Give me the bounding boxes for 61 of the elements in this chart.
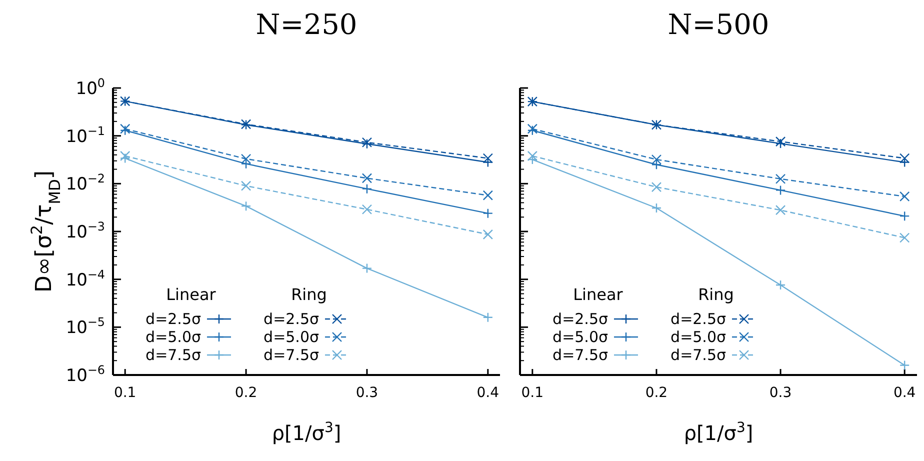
point (482, 153, 494, 164)
annotation: Ring (291, 285, 327, 304)
x-tick-label: 0.4 (893, 385, 916, 401)
point (651, 160, 662, 170)
legend-label: d=5.0σ (146, 328, 202, 346)
x-tick-label: 0.2 (645, 385, 668, 401)
point (775, 185, 786, 196)
x-tick-label: 0.3 (356, 385, 378, 401)
point (651, 182, 662, 192)
point (482, 229, 494, 240)
point (899, 232, 910, 243)
x-tick-label: 0.3 (769, 385, 792, 401)
point (899, 191, 910, 202)
x-tick-label: 0.4 (476, 385, 500, 401)
x-tick-label: 0.2 (234, 385, 258, 401)
point (775, 280, 786, 290)
chart-title: N=500 (668, 8, 770, 41)
legend-label: d=7.5σ (146, 346, 202, 364)
y-tick-label: 10$^{−5}$ (66, 315, 105, 338)
point (899, 153, 910, 164)
x-axis-title: ρ[1/σ$^{3}$] (272, 420, 342, 445)
y-tick-label: 10$^{−3}$ (66, 220, 105, 242)
annotation: Ring (698, 285, 734, 304)
point (899, 210, 910, 222)
point (482, 190, 494, 200)
chart-title: N=250 (256, 8, 358, 41)
point (240, 154, 252, 164)
annotation: Linear (166, 285, 216, 304)
point (362, 184, 372, 194)
legend-label: d=5.0σ (264, 328, 320, 346)
y-tick-label: 10$^{0}$ (76, 76, 105, 99)
y-tick-label: 10$^{−1}$ (66, 124, 105, 147)
legend-label: d=2.5σ (146, 310, 202, 328)
legend-label: d=7.5σ (670, 346, 726, 364)
legend-label: d=5.0σ (552, 328, 608, 346)
legend-label: d=7.5σ (264, 346, 320, 364)
point (362, 204, 372, 214)
point (362, 173, 372, 184)
point (240, 200, 252, 212)
annotation: Linear (573, 285, 624, 304)
point (775, 205, 786, 216)
point (775, 174, 786, 184)
point (240, 180, 252, 191)
legend-label: d=2.5σ (264, 310, 320, 328)
legend-label: d=7.5σ (552, 346, 608, 364)
point (527, 150, 538, 162)
x-tick-label: 0.1 (521, 385, 544, 401)
x-tick-label: 0.1 (114, 385, 136, 401)
y-tick-label: 10$^{−4}$ (66, 267, 105, 290)
x-axis-title: ρ[1/σ$^{3}$] (684, 420, 754, 445)
point (651, 154, 662, 165)
legend-label: d=2.5σ (552, 310, 608, 328)
point (482, 312, 494, 323)
legend-label: d=2.5σ (670, 310, 726, 328)
point (362, 263, 372, 274)
legend-label: d=5.0σ (670, 328, 726, 346)
y-tick-label: 10$^{−2}$ (66, 172, 105, 195)
point (651, 202, 662, 214)
y-tick-label: 10$^{−6}$ (66, 363, 105, 386)
point (120, 150, 130, 162)
point (899, 360, 910, 370)
